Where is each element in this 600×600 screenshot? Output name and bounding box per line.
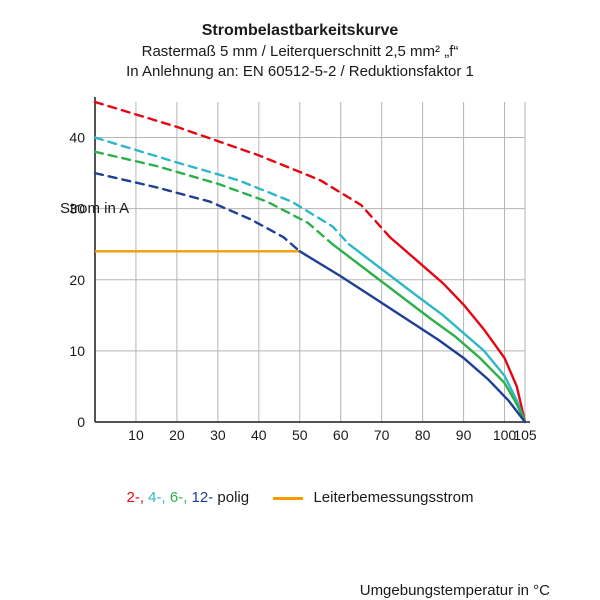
title-block: Strombelastbarkeitskurve Rastermaß 5 mm … <box>0 0 600 82</box>
chart-title: Strombelastbarkeitskurve <box>0 20 600 42</box>
chart-area: Strom in A 10203040506070809010010501020… <box>0 82 600 477</box>
y-axis-label: Strom in A <box>60 200 129 217</box>
x-tick: 60 <box>333 427 349 443</box>
y-tick: 10 <box>69 343 85 359</box>
x-axis-label: Umgebungstemperatur in °C <box>360 582 550 599</box>
x-tick: 40 <box>251 427 267 443</box>
legend: 2-, 4-, 6-, 12- polig Leiterbemessungsst… <box>0 489 600 506</box>
y-tick: 20 <box>69 272 85 288</box>
chart-subtitle-2: In Anlehnung an: EN 60512-5-2 / Reduktio… <box>0 62 600 82</box>
legend-item: 2-, <box>126 489 148 506</box>
x-tick: 20 <box>169 427 185 443</box>
legend-suffix: polig <box>213 489 249 506</box>
series-12-polig-solid <box>300 251 525 422</box>
legend-poles: 2-, 4-, 6-, 12- polig <box>126 489 249 506</box>
legend-rated-label: Leiterbemessungsstrom <box>313 489 473 506</box>
x-tick: 50 <box>292 427 308 443</box>
legend-item: 4-, <box>148 489 170 506</box>
legend-swatch-rated <box>273 497 303 500</box>
x-tick: 105 <box>513 427 537 443</box>
y-tick: 40 <box>69 130 85 146</box>
y-tick: 0 <box>77 414 85 430</box>
x-tick: 10 <box>128 427 144 443</box>
x-tick: 80 <box>415 427 431 443</box>
x-tick: 90 <box>456 427 472 443</box>
legend-item: 12- <box>192 489 214 506</box>
x-tick: 30 <box>210 427 226 443</box>
legend-item: 6-, <box>170 489 192 506</box>
series-4-polig-solid <box>349 244 525 422</box>
chart-subtitle-1: Rastermaß 5 mm / Leiterquerschnitt 2,5 m… <box>0 42 600 62</box>
x-tick: 70 <box>374 427 390 443</box>
line-chart: 102030405060708090100105010203040 <box>0 82 600 477</box>
series-4-polig-dashed <box>95 138 349 245</box>
series-6-polig-dashed <box>95 152 333 244</box>
